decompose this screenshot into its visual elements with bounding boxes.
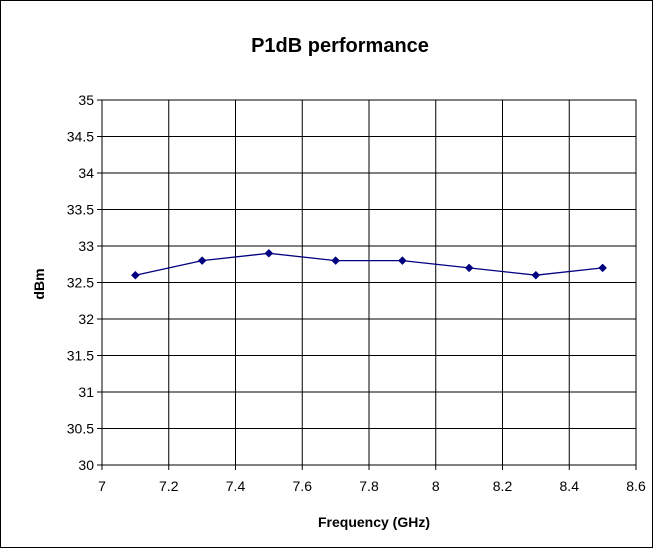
data-point: [264, 248, 274, 258]
series-line: [135, 252, 603, 276]
y-tick-label: 30: [78, 457, 94, 473]
x-tick-label: 8.6: [626, 478, 646, 494]
x-tick-label: 8.2: [493, 478, 513, 494]
y-tick-label: 30.5: [67, 421, 94, 437]
data-point: [531, 270, 541, 280]
grid: [101, 99, 637, 466]
y-tick-label: 31.5: [67, 348, 94, 364]
y-tick-label: 34: [78, 165, 94, 181]
data-point: [131, 270, 140, 280]
y-tick-label: 33.5: [67, 202, 94, 218]
x-axis-ticks: 7 7.2 7.4 7.6 7.8 8 8.2 8.4 8.6: [98, 465, 646, 494]
y-tick-label: 31: [78, 384, 94, 400]
x-tick-label: 7.6: [293, 478, 313, 494]
x-axis-label: Frequency (GHz): [318, 514, 430, 530]
y-tick-label: 34.5: [67, 129, 94, 145]
y-axis-label: dBm: [31, 268, 47, 299]
data-point: [197, 256, 207, 265]
data-point: [598, 263, 607, 273]
series-group: [131, 248, 607, 280]
y-tick-label: 32: [78, 311, 94, 327]
y-axis-ticks: 30 30.5 31 31.5 32 32.5 33 33.5 34 34.5 35: [67, 92, 102, 473]
x-tick-label: 7: [98, 478, 106, 494]
x-tick-label: 7.4: [226, 478, 246, 494]
chart-title: P1dB performance: [251, 35, 429, 57]
x-tick-label: 7.8: [359, 478, 379, 494]
data-point: [398, 256, 407, 265]
x-tick-label: 8.4: [560, 478, 580, 494]
data-point: [464, 263, 474, 273]
x-tick-label: 8: [432, 478, 440, 494]
data-point: [331, 256, 340, 265]
y-tick-label: 35: [78, 92, 94, 108]
y-tick-label: 32.5: [67, 275, 94, 291]
x-tick-label: 7.2: [159, 478, 179, 494]
y-tick-label: 33: [78, 238, 94, 254]
